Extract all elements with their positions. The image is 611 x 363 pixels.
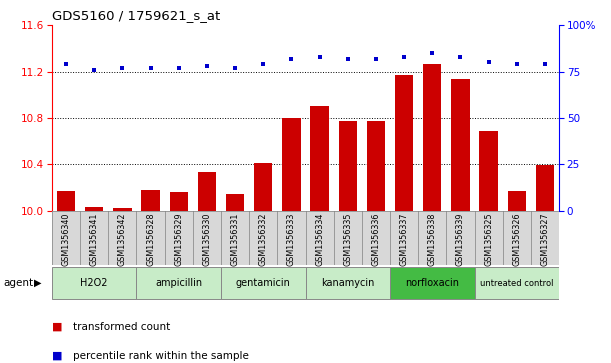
Text: GSM1356337: GSM1356337 — [400, 213, 409, 266]
Point — [258, 61, 268, 67]
Text: percentile rank within the sample: percentile rank within the sample — [73, 351, 249, 361]
Text: GSM1356341: GSM1356341 — [90, 213, 99, 266]
Bar — [367, 122, 385, 211]
Bar — [113, 208, 131, 211]
Bar — [423, 64, 441, 211]
Text: GDS5160 / 1759621_s_at: GDS5160 / 1759621_s_at — [52, 9, 220, 22]
Point — [315, 54, 324, 60]
Text: GSM1356342: GSM1356342 — [118, 213, 127, 266]
Point — [399, 54, 409, 60]
Text: norfloxacin: norfloxacin — [405, 278, 459, 288]
Bar — [85, 207, 103, 211]
Text: untreated control: untreated control — [480, 279, 554, 287]
Point — [484, 60, 494, 65]
Bar — [475, 267, 559, 299]
Point — [512, 61, 522, 67]
Bar — [136, 267, 221, 299]
Text: GSM1356329: GSM1356329 — [174, 213, 183, 266]
Bar — [306, 267, 390, 299]
Text: ▶: ▶ — [34, 278, 41, 288]
Bar — [57, 191, 75, 211]
Text: GSM1356327: GSM1356327 — [541, 213, 549, 266]
Bar — [170, 192, 188, 211]
Point — [428, 50, 437, 56]
Text: transformed count: transformed count — [73, 322, 170, 332]
Text: GSM1356331: GSM1356331 — [230, 213, 240, 266]
Bar — [282, 118, 301, 211]
Text: kanamycin: kanamycin — [321, 278, 375, 288]
Text: gentamicin: gentamicin — [236, 278, 291, 288]
Point — [343, 56, 353, 62]
Text: ■: ■ — [52, 322, 62, 332]
Bar — [226, 194, 244, 211]
Bar — [395, 75, 413, 211]
Point — [540, 61, 550, 67]
Bar — [480, 131, 498, 211]
Text: GSM1356336: GSM1356336 — [371, 213, 381, 266]
Text: GSM1356339: GSM1356339 — [456, 213, 465, 266]
Point — [202, 63, 212, 69]
Text: GSM1356338: GSM1356338 — [428, 213, 437, 266]
Bar — [536, 166, 554, 211]
Text: GSM1356330: GSM1356330 — [202, 213, 211, 266]
Point — [287, 56, 296, 62]
Text: H2O2: H2O2 — [81, 278, 108, 288]
Point — [230, 65, 240, 71]
Point — [456, 54, 466, 60]
Point — [371, 56, 381, 62]
Text: GSM1356334: GSM1356334 — [315, 213, 324, 266]
Bar — [508, 191, 526, 211]
Text: GSM1356326: GSM1356326 — [512, 213, 521, 266]
Text: GSM1356335: GSM1356335 — [343, 213, 353, 266]
Bar — [254, 163, 273, 211]
Text: GSM1356340: GSM1356340 — [62, 213, 70, 266]
Text: GSM1356332: GSM1356332 — [258, 213, 268, 266]
Bar — [198, 172, 216, 211]
Bar — [310, 106, 329, 211]
Text: GSM1356333: GSM1356333 — [287, 213, 296, 266]
Bar — [390, 267, 475, 299]
Bar — [452, 79, 470, 211]
Text: agent: agent — [3, 278, 33, 288]
Text: ■: ■ — [52, 351, 62, 361]
Text: GSM1356328: GSM1356328 — [146, 213, 155, 266]
Text: ampicillin: ampicillin — [155, 278, 202, 288]
Bar — [52, 267, 136, 299]
Bar — [221, 267, 306, 299]
Point — [61, 61, 71, 67]
Bar — [141, 190, 159, 211]
Bar — [338, 122, 357, 211]
Text: GSM1356325: GSM1356325 — [484, 213, 493, 266]
Point — [174, 65, 184, 71]
Point — [117, 65, 127, 71]
Point — [89, 67, 99, 73]
Point — [145, 65, 155, 71]
